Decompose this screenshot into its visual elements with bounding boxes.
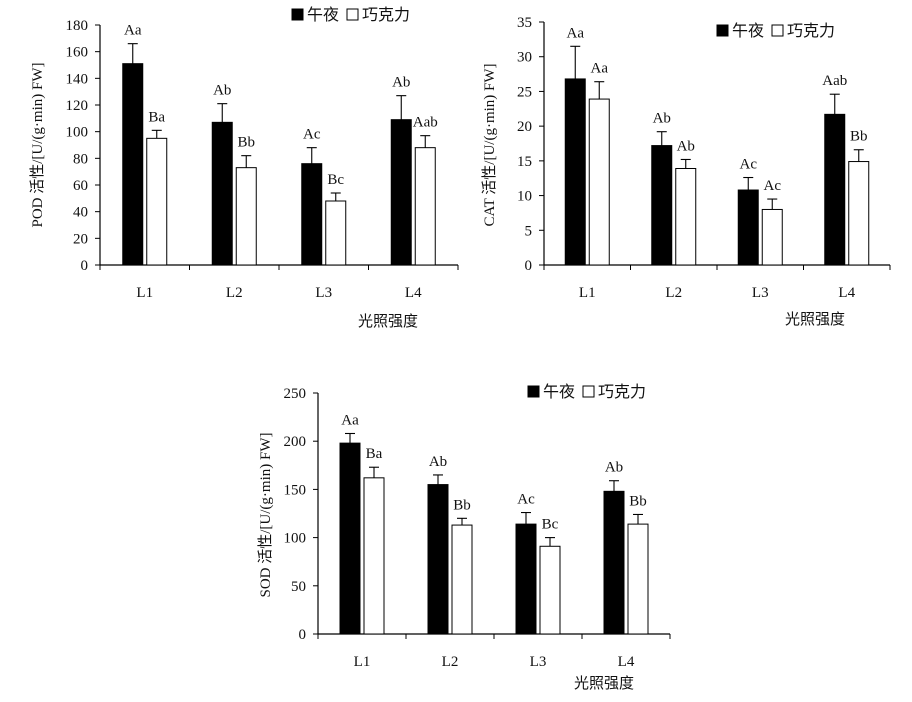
cat-y-tick-label: 30 [517,50,532,66]
pod-legend-swatch [346,8,359,21]
sod-y-tick-label: 0 [299,627,307,643]
pod-y-tick-label: 100 [66,125,89,141]
sod-sig-label: Ab [429,454,447,470]
pod-x-axis-label: 光照强度 [358,313,418,330]
pod-y-tick-label: 40 [73,205,88,221]
pod-y-tick-label: 0 [81,258,89,274]
cat-x-tick-label: L4 [838,285,855,301]
pod-sig-label: Ac [303,127,321,143]
pod-sig-label: Bb [237,135,255,151]
sod-legend-swatch [527,385,540,398]
sod-sig-label: Ab [605,460,623,476]
cat-sig-label: Aa [591,61,609,77]
sod-sig-label: Ac [517,492,535,508]
pod-sig-label: Aa [124,23,142,39]
sod-x-tick-label: L1 [354,654,371,670]
sod-x-tick-label: L4 [618,654,635,670]
cat-x-tick-label: L3 [752,285,769,301]
cat-legend-label: 午夜 [732,22,764,40]
pod-sig-label: Ab [213,83,231,99]
pod-sig-label: Ab [392,75,410,91]
sod-sig-label: Ba [366,446,383,462]
pod-y-tick-label: 140 [66,71,89,87]
cat-legend-label: 巧克力 [787,22,835,40]
cat-y-tick-label: 20 [517,119,532,135]
cat-x-tick-label: L2 [665,285,682,301]
cat-x-axis-label: 光照强度 [785,311,845,328]
sod-y-tick-label: 100 [284,531,307,547]
sod-bar-series2 [539,545,561,635]
sod-legend-label: 巧克力 [598,383,646,401]
cat-sig-label: Ac [764,178,782,194]
cat-y-tick-label: 15 [517,154,532,170]
sod-bar-series1 [339,442,361,635]
sod-y-tick-label: 250 [284,386,307,402]
sod-bar-series2 [627,523,649,635]
sod-y-tick-label: 50 [291,579,306,595]
pod-x-tick-label: L3 [315,285,332,301]
pod-x-tick-label: L1 [136,285,153,301]
sod-sig-label: Bb [453,497,471,513]
cat-sig-label: Aab [822,73,847,89]
sod-sig-label: Bb [629,493,647,509]
sod-x-tick-label: L3 [530,654,547,670]
pod-x-tick-label: L2 [226,285,243,301]
pod-sig-label: Aab [413,115,438,131]
sod-bar-series1 [427,484,449,635]
cat-sig-label: Ab [677,138,695,154]
cat-x-tick-label: L1 [579,285,596,301]
sod-y-tick-label: 200 [284,434,307,450]
sod-bar-series2 [451,524,473,635]
sod-x-axis-label: 光照强度 [574,675,634,692]
sod-bar-series1 [603,490,625,635]
sod-legend-label: 午夜 [543,383,575,401]
pod-legend-label: 午夜 [307,6,339,24]
pod-legend-swatch [291,8,304,21]
sod-bar-series2 [363,477,385,635]
cat-y-tick-label: 25 [517,84,532,100]
cat-legend-swatch [771,24,784,37]
pod-y-tick-label: 80 [73,151,88,167]
cat-sig-label: Ab [653,111,671,127]
cat-y-axis-label: CAT 活性/[U/(g·min) FW] [481,63,498,226]
pod-sig-label: Ba [148,109,165,125]
pod-y-axis-label: POD 活性/[U/(g·min) FW] [29,63,46,228]
sod-y-tick-label: 150 [284,482,307,498]
pod-legend-label: 巧克力 [362,6,410,24]
cat-y-tick-label: 0 [525,258,533,274]
cat-y-tick-label: 10 [517,189,532,205]
sod-x-tick-label: L2 [442,654,459,670]
pod-sig-label: Bc [327,172,344,188]
cat-legend-swatch [716,24,729,37]
sod-y-axis-label: SOD 活性/[U/(g·min) FW] [257,433,274,598]
pod-x-tick-label: L4 [405,285,422,301]
pod-y-tick-label: 180 [66,18,89,34]
pod-y-tick-label: 20 [73,231,88,247]
pod-y-tick-label: 60 [73,178,88,194]
sod-legend-swatch [582,385,595,398]
cat-sig-label: Aa [567,25,585,41]
pod-y-tick-label: 120 [66,98,89,114]
pod-y-tick-label: 160 [66,45,89,61]
cat-sig-label: Ac [740,157,758,173]
cat-sig-label: Bb [850,129,868,145]
cat-y-tick-label: 35 [517,15,532,31]
cat-y-tick-label: 5 [525,223,533,239]
sod-sig-label: Bc [542,517,559,533]
sod-bar-series1 [515,523,537,635]
sod-sig-label: Aa [341,412,359,428]
